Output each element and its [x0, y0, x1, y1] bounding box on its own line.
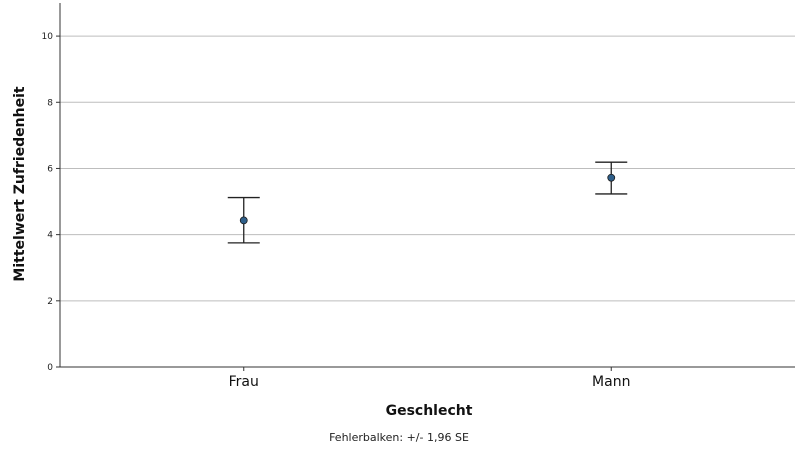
- y-axis-title: Mittelwert Zufriedenheit: [12, 86, 28, 281]
- mean-point: [607, 173, 616, 182]
- mean-point: [239, 216, 248, 225]
- x-tick-labels: Frau Mann: [229, 374, 631, 390]
- x-axis-title: Geschlecht: [386, 403, 473, 419]
- axes: [56, 3, 795, 371]
- y-tick-label: 6: [47, 164, 53, 174]
- error-bar-footnote: Fehlerbalken: +/- 1,96 SE: [329, 431, 469, 444]
- x-tick-label: Frau: [229, 374, 259, 390]
- y-tick-label: 10: [42, 32, 54, 42]
- y-tick-labels: 0 2 4 6 8 10: [42, 32, 54, 373]
- y-tick-label: 8: [47, 98, 53, 108]
- gridlines: [60, 35, 795, 302]
- x-tick-label: Mann: [592, 374, 630, 390]
- y-tick-label: 2: [47, 297, 53, 307]
- y-tick-label: 4: [47, 231, 53, 241]
- data-marks: [227, 161, 628, 244]
- y-tick-label: 0: [47, 363, 53, 373]
